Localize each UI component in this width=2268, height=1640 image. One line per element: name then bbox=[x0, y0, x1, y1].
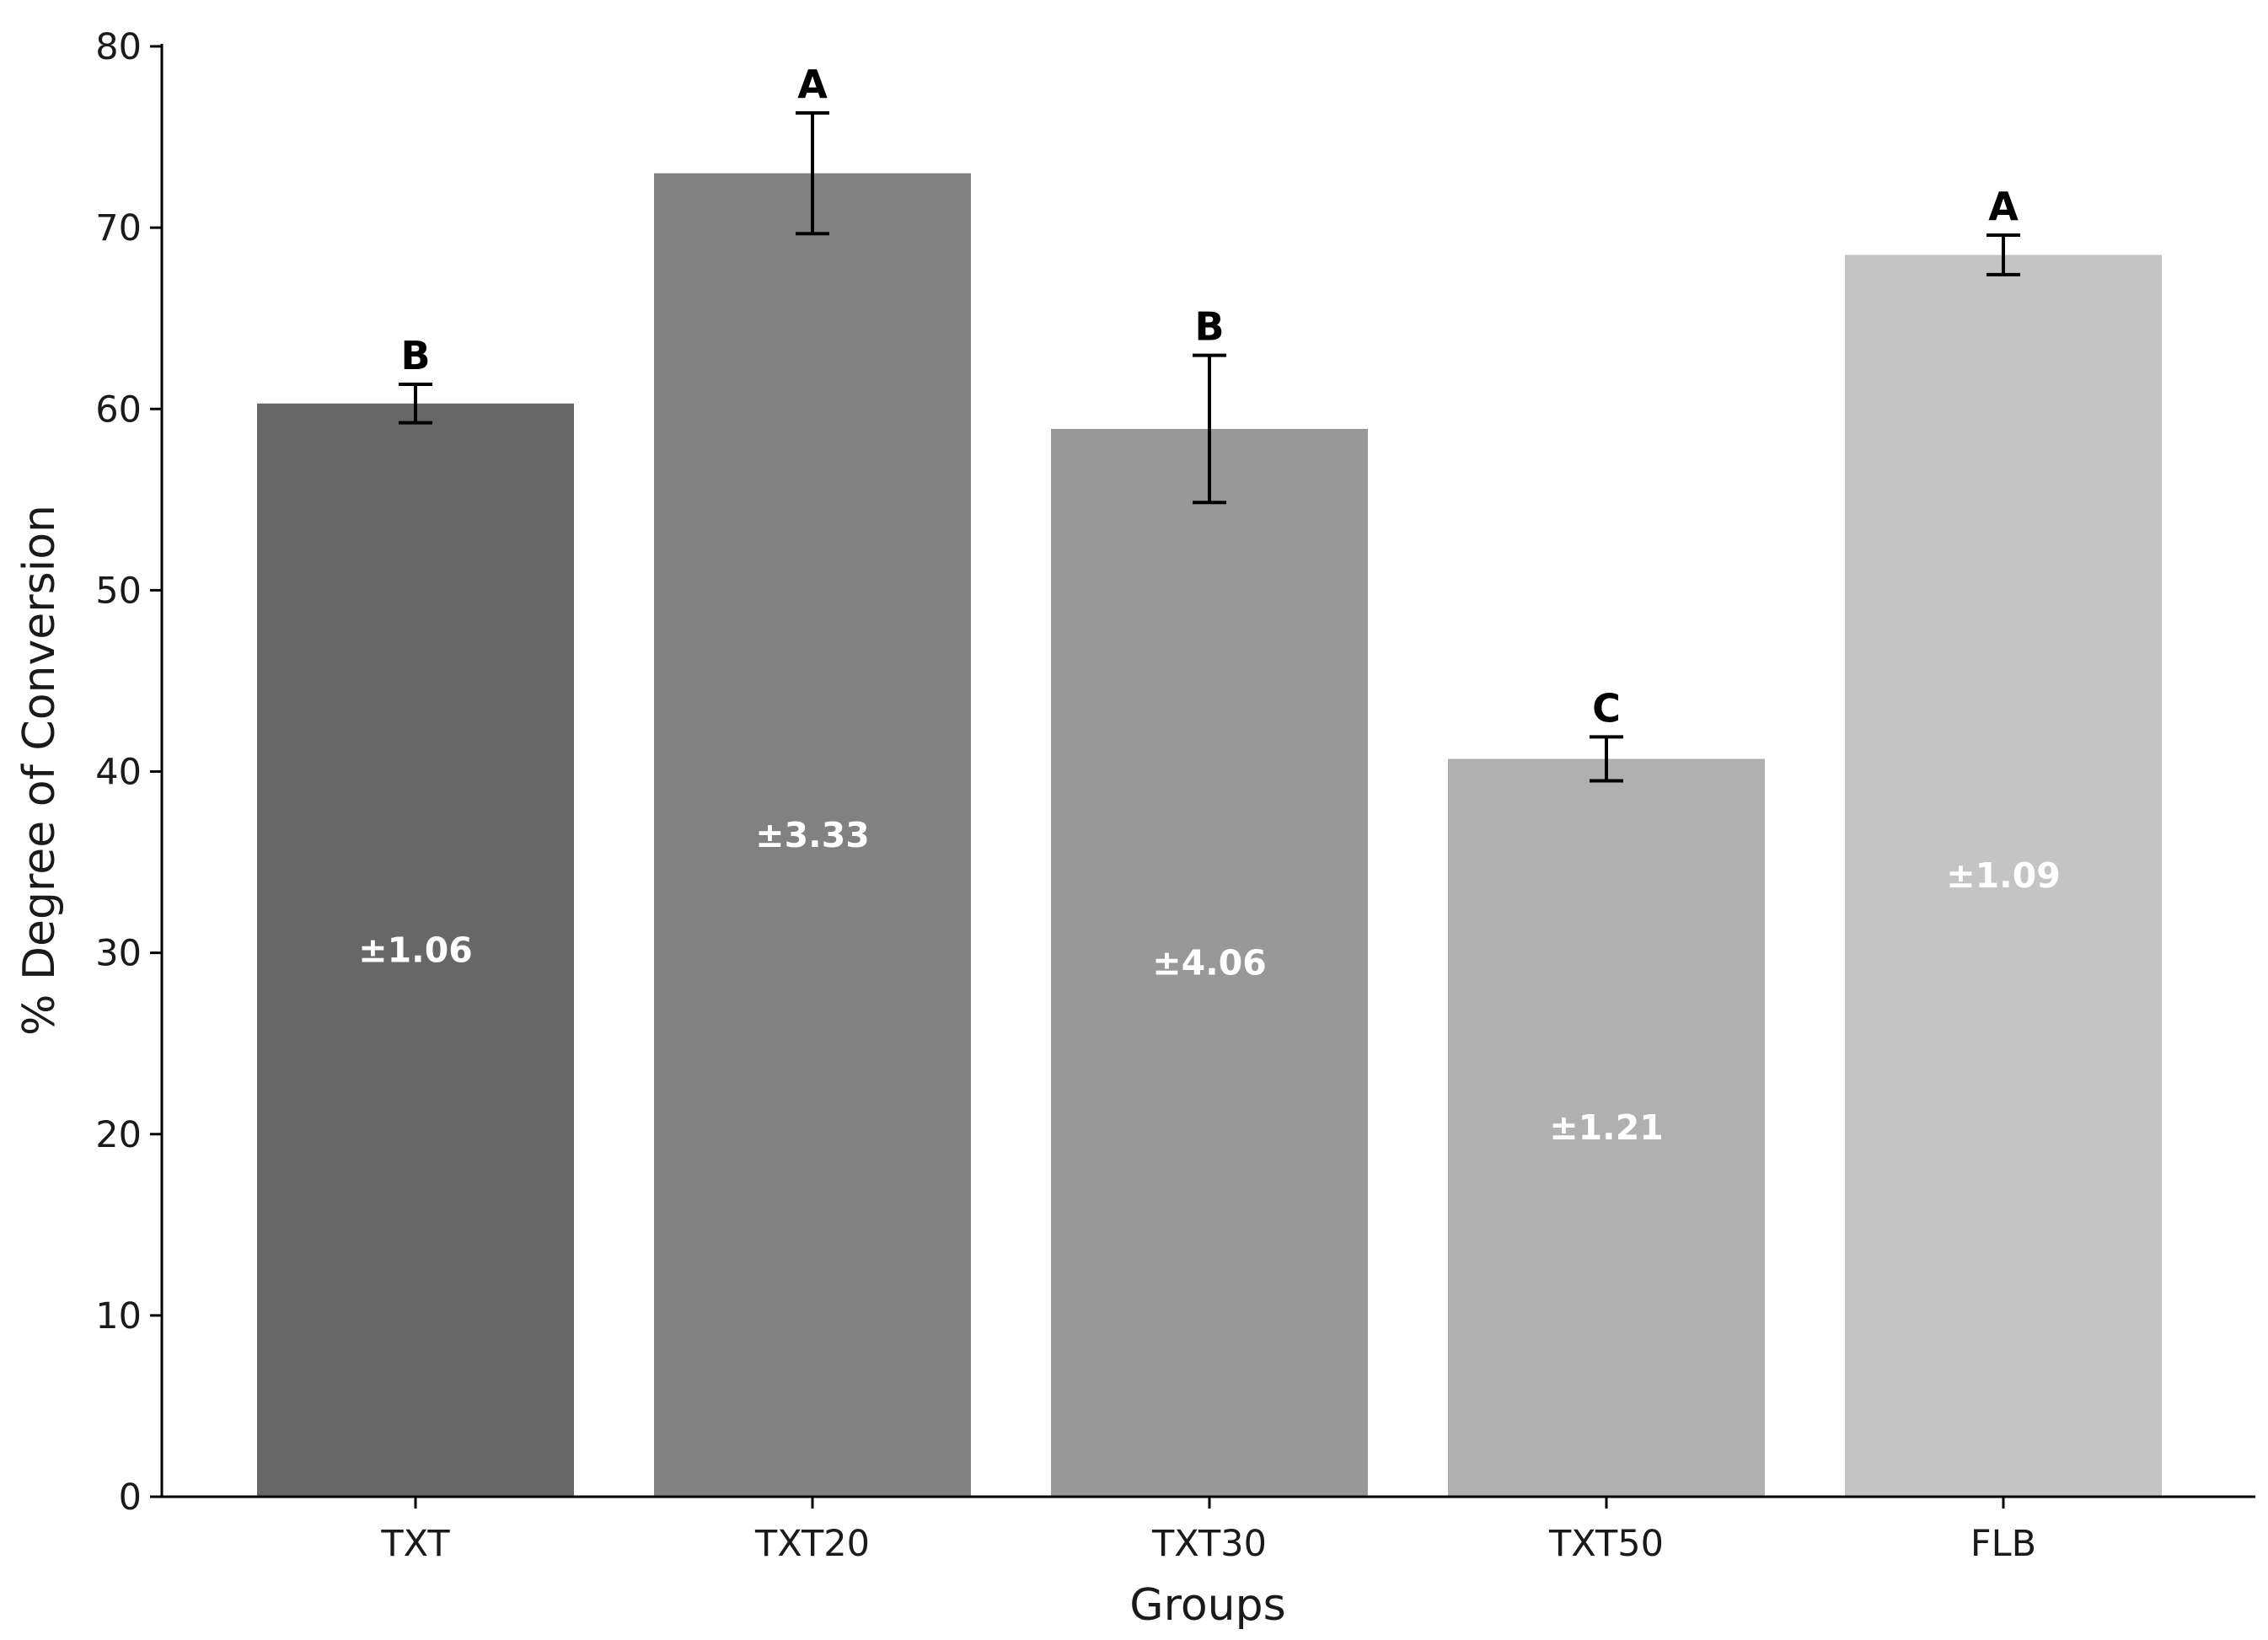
y-ticks-layer: 0 10 20 30 40 50 60 70 80 bbox=[95, 26, 162, 1519]
significance-letter-txt30: B bbox=[1194, 304, 1224, 350]
y-tick-label: 50 bbox=[95, 570, 142, 612]
bar-txt20 bbox=[654, 173, 971, 1497]
y-axis-title: % Degree of Conversion bbox=[14, 505, 65, 1036]
y-tick-label: 60 bbox=[95, 389, 142, 431]
bars-layer bbox=[257, 173, 2162, 1497]
error-value-label-flb: ±1.09 bbox=[1946, 855, 2061, 896]
bar-flb bbox=[1845, 255, 2162, 1497]
error-value-label-txt50: ±1.21 bbox=[1549, 1107, 1664, 1148]
significance-letter-flb: A bbox=[1988, 184, 2019, 229]
error-value-label-txt20: ±3.33 bbox=[755, 815, 870, 855]
x-tick-label-txt: TXT bbox=[380, 1523, 450, 1565]
error-value-label-txt30: ±4.06 bbox=[1152, 942, 1267, 983]
y-tick-label: 20 bbox=[95, 1114, 142, 1156]
bar-txt30 bbox=[1051, 428, 1368, 1497]
significance-letter-txt50: C bbox=[1592, 685, 1621, 731]
error-value-label-txt: ±1.06 bbox=[358, 930, 473, 970]
x-axis-title: Groups bbox=[1129, 1580, 1285, 1631]
x-tick-label-flb: FLB bbox=[1970, 1523, 2036, 1565]
error-bars-layer bbox=[399, 110, 2020, 783]
y-tick-label: 80 bbox=[95, 26, 142, 68]
x-tick-label-txt30: TXT30 bbox=[1151, 1523, 1267, 1565]
bar-labels-layer: B ±1.06 A ±3.33 B ±4.06 C ±1.21 A ±1.09 bbox=[358, 62, 2061, 1148]
significance-letter-txt20: A bbox=[797, 62, 828, 107]
y-tick-label: 10 bbox=[95, 1295, 142, 1337]
x-ticks-layer: TXT TXT20 TXT30 TXT50 FLB bbox=[380, 1497, 2036, 1565]
y-tick-label: 40 bbox=[95, 752, 142, 794]
y-tick-label: 70 bbox=[95, 207, 142, 249]
y-tick-label: 0 bbox=[119, 1477, 142, 1519]
y-tick-label: 30 bbox=[95, 933, 142, 975]
significance-letter-txt: B bbox=[400, 333, 430, 378]
bar-txt50 bbox=[1448, 758, 1765, 1497]
x-tick-label-txt50: TXT50 bbox=[1548, 1523, 1664, 1565]
bar-txt bbox=[257, 403, 574, 1497]
x-tick-label-txt20: TXT20 bbox=[754, 1523, 870, 1565]
